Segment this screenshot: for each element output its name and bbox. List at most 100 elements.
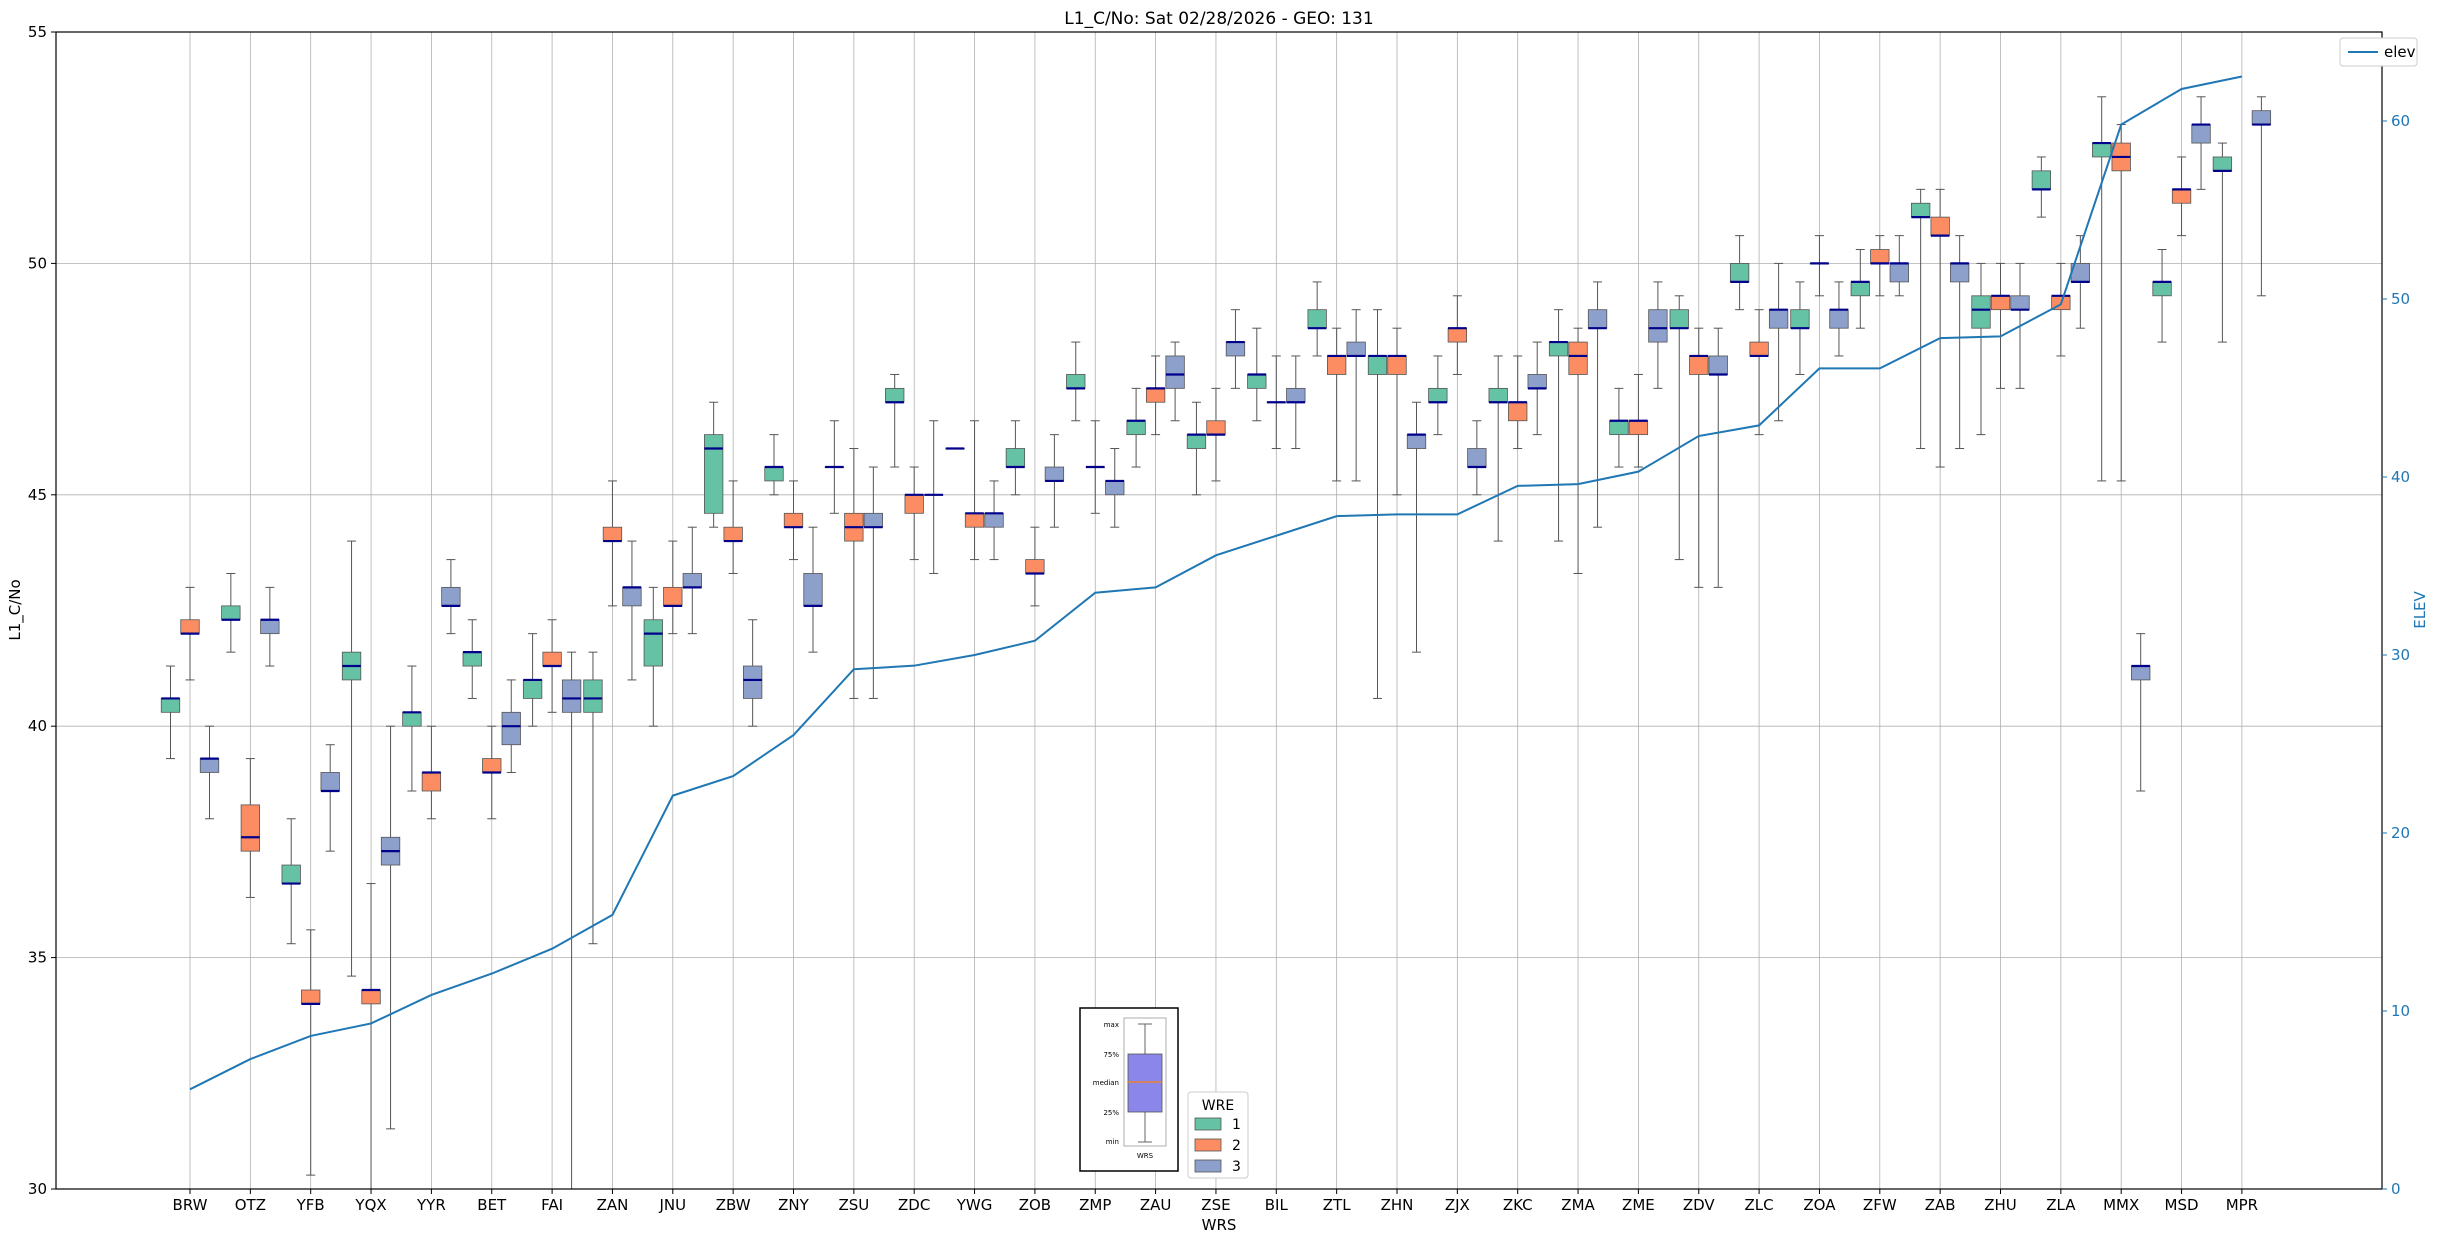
box-iqr (1689, 355, 1709, 375)
box-iqr (361, 989, 381, 1005)
box-ZOA-wre2 (1809, 235, 1830, 297)
x-tick-label: ZDC (898, 1196, 930, 1214)
box-ZAN-wre2 (602, 480, 623, 607)
x-tick-label: ZHU (1984, 1196, 2017, 1214)
x-tick-label: ZSE (1201, 1196, 1230, 1214)
box-ZAN-wre1 (583, 651, 603, 945)
box-JNU-wre2 (663, 540, 683, 635)
wre-legend-title: WRE (1202, 1098, 1234, 1114)
box-ZAB-wre3 (1950, 235, 1970, 450)
box-FAI-wre3 (561, 651, 582, 1190)
elev-legend: elev (2339, 37, 2418, 67)
box-iqr (2171, 188, 2192, 204)
box-ZDV-wre2 (1689, 327, 1709, 588)
x-tick-label: BRW (173, 1196, 208, 1214)
box-YWG-wre2 (964, 420, 985, 561)
x-tick-label: ZNY (778, 1196, 809, 1214)
box-iqr (663, 586, 683, 607)
box-ZME-wre2 (1628, 373, 1649, 468)
x-tick-label: ZDV (1683, 1196, 1716, 1214)
box-ZHN-wre3 (1406, 401, 1427, 653)
box-ZOA-wre1 (1790, 281, 1810, 375)
box-BET-wre3 (501, 679, 521, 773)
box-ZSU-wre2 (844, 448, 864, 699)
box-ZNY-wre1 (764, 434, 784, 496)
y2-tick-label: 50 (2391, 290, 2410, 308)
x-tick-label: JNU (658, 1196, 686, 1214)
box-iqr (402, 711, 422, 727)
x-tick-label: ZLA (2046, 1196, 2076, 1214)
box-iqr (2152, 281, 2172, 297)
box-iqr (1930, 216, 1950, 237)
x-tick-label: BET (477, 1196, 507, 1214)
box-iqr (1508, 401, 1528, 422)
y2-axis: 0 10 20 30 40 50 60 (2382, 112, 2410, 1198)
box-iqr (1669, 309, 1689, 329)
box-BIL-wre2 (1266, 355, 1286, 450)
x-tick-label: OTZ (235, 1196, 266, 1214)
inset-label-25: 25% (1103, 1109, 1119, 1117)
box-ZLA-wre3 (2070, 235, 2091, 329)
box-iqr (2010, 295, 2030, 311)
inset-label-75: 75% (1103, 1051, 1119, 1059)
y2-tick-label: 20 (2391, 824, 2410, 842)
box-ZFW-wre2 (1870, 235, 1890, 297)
inset-label-median: median (1093, 1079, 1119, 1087)
box-BRW-wre3 (199, 725, 220, 820)
box-iqr (1488, 387, 1508, 403)
box-JNU-wre1 (643, 586, 663, 727)
x-tick-label: MPR (2226, 1196, 2258, 1214)
box-iqr (904, 494, 924, 514)
box-YFB-wre2 (301, 929, 321, 1176)
box-MMX-wre1 (2092, 96, 2112, 482)
box-iqr (2251, 110, 2272, 125)
box-iqr (1387, 355, 1407, 375)
y-axis-label: L1_C/No (6, 579, 25, 640)
box-ZAB-wre1 (1911, 188, 1931, 450)
box-YWG-wre3 (984, 480, 1004, 561)
box-MMX-wre3 (2131, 633, 2151, 792)
box-ZKC-wre2 (1508, 355, 1528, 450)
x-tick-label: BIL (1265, 1196, 1289, 1214)
box-iqr (301, 989, 321, 1005)
box-ZHU-wre1 (1971, 262, 1991, 436)
box-ZMA-wre2 (1568, 327, 1588, 574)
box-iqr (1829, 309, 1849, 329)
box-BET-wre2 (482, 725, 502, 820)
y2-tick-label: 60 (2391, 112, 2410, 130)
box-BIL-wre1 (1247, 327, 1267, 422)
box-iqr (1648, 309, 1668, 343)
box-iqr (682, 573, 702, 588)
box-iqr (803, 573, 823, 607)
box-MMX-wre2 (2111, 124, 2131, 482)
box-YFB-wre1 (281, 818, 301, 945)
box-ZDC-wre3 (924, 420, 944, 574)
box-MSD-wre1 (2152, 249, 2172, 343)
box-iqr (704, 434, 724, 514)
box-iqr (1990, 295, 2011, 311)
box-ZLA-wre1 (2031, 156, 2051, 218)
elev-line-layer (189, 75, 2243, 1091)
y-tick-label: 45 (28, 486, 47, 504)
x-tick-label: YQX (354, 1196, 386, 1214)
box-plots (160, 96, 2272, 1190)
box-ZJX-wre2 (1447, 295, 1467, 375)
wre-legend-label-3: 3 (1232, 1159, 1241, 1175)
box-JNU-wre3 (682, 526, 702, 635)
box-BET-wre1 (462, 619, 482, 699)
x-tick-label: ZAB (1925, 1196, 1956, 1214)
box-iqr (885, 387, 905, 403)
box-iqr (1768, 309, 1789, 329)
y2-tick-label: 0 (2391, 1180, 2401, 1198)
box-OTZ-wre3 (260, 586, 280, 667)
box-YYR-wre1 (402, 665, 422, 792)
x-tick-label: FAI (541, 1196, 563, 1214)
x-tick-label: ZAN (597, 1196, 629, 1214)
x-tick-label: ZOA (1803, 1196, 1836, 1214)
box-ZSU-wre1 (824, 420, 844, 514)
box-ZTL-wre2 (1327, 327, 1347, 482)
x-tick-label: ZJX (1445, 1196, 1470, 1214)
box-YQX-wre3 (380, 725, 401, 1130)
box-ZOB-wre1 (1005, 420, 1026, 496)
